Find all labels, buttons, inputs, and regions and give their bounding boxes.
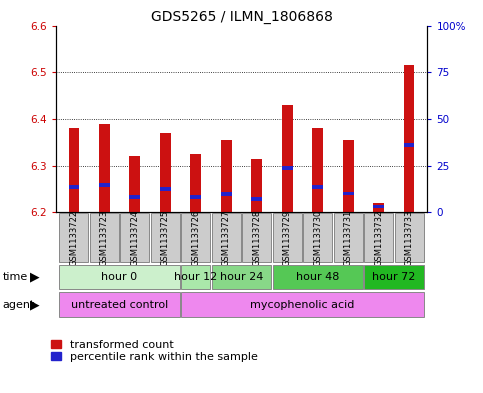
FancyBboxPatch shape xyxy=(59,292,180,317)
Text: GSM1133728: GSM1133728 xyxy=(252,209,261,266)
Text: hour 48: hour 48 xyxy=(296,272,340,282)
Text: GDS5265 / ILMN_1806868: GDS5265 / ILMN_1806868 xyxy=(151,10,332,24)
Bar xyxy=(129,195,140,199)
Bar xyxy=(129,156,140,212)
Text: GSM1133730: GSM1133730 xyxy=(313,209,322,266)
Text: mycophenolic acid: mycophenolic acid xyxy=(250,299,355,310)
FancyBboxPatch shape xyxy=(334,213,363,262)
Bar xyxy=(313,128,323,212)
Bar xyxy=(190,195,201,199)
Bar xyxy=(160,187,170,191)
Bar xyxy=(404,65,414,212)
FancyBboxPatch shape xyxy=(272,213,302,262)
Text: agent: agent xyxy=(2,299,35,310)
FancyBboxPatch shape xyxy=(120,213,149,262)
Bar xyxy=(313,185,323,189)
Text: GSM1133725: GSM1133725 xyxy=(161,210,170,266)
FancyBboxPatch shape xyxy=(303,213,332,262)
Text: GSM1133726: GSM1133726 xyxy=(191,209,200,266)
FancyBboxPatch shape xyxy=(181,265,211,289)
Bar xyxy=(282,105,293,212)
Bar xyxy=(221,140,231,212)
FancyBboxPatch shape xyxy=(59,213,88,262)
FancyBboxPatch shape xyxy=(242,213,271,262)
Bar xyxy=(99,183,110,187)
Text: untreated control: untreated control xyxy=(71,299,168,310)
FancyBboxPatch shape xyxy=(59,265,180,289)
FancyBboxPatch shape xyxy=(364,213,393,262)
Text: time: time xyxy=(2,272,28,282)
Text: GSM1133722: GSM1133722 xyxy=(70,210,78,266)
Bar xyxy=(190,154,201,212)
Text: hour 24: hour 24 xyxy=(220,272,263,282)
Text: ▶: ▶ xyxy=(30,298,40,311)
Text: GSM1133729: GSM1133729 xyxy=(283,210,292,266)
Bar xyxy=(373,205,384,209)
FancyBboxPatch shape xyxy=(212,213,241,262)
FancyBboxPatch shape xyxy=(212,265,271,289)
Text: GSM1133723: GSM1133723 xyxy=(100,209,109,266)
FancyBboxPatch shape xyxy=(364,265,424,289)
Bar xyxy=(404,143,414,147)
FancyBboxPatch shape xyxy=(90,213,119,262)
Bar xyxy=(282,167,293,170)
Bar xyxy=(252,158,262,212)
Text: ▶: ▶ xyxy=(30,270,40,284)
Text: hour 0: hour 0 xyxy=(101,272,138,282)
Bar xyxy=(160,133,170,212)
Legend: transformed count, percentile rank within the sample: transformed count, percentile rank withi… xyxy=(52,340,258,362)
Bar xyxy=(69,185,79,189)
Bar xyxy=(343,192,354,195)
Bar xyxy=(99,123,110,212)
Bar xyxy=(69,128,79,212)
FancyBboxPatch shape xyxy=(151,213,180,262)
Text: GSM1133724: GSM1133724 xyxy=(130,210,139,266)
Text: GSM1133732: GSM1133732 xyxy=(374,209,383,266)
Bar xyxy=(373,203,384,212)
Text: GSM1133731: GSM1133731 xyxy=(344,209,353,266)
FancyBboxPatch shape xyxy=(181,292,424,317)
Bar xyxy=(252,197,262,201)
Bar xyxy=(343,140,354,212)
Text: GSM1133733: GSM1133733 xyxy=(405,209,413,266)
FancyBboxPatch shape xyxy=(181,213,211,262)
Text: hour 72: hour 72 xyxy=(372,272,415,282)
Text: GSM1133727: GSM1133727 xyxy=(222,209,231,266)
FancyBboxPatch shape xyxy=(395,213,424,262)
Text: hour 12: hour 12 xyxy=(174,272,217,282)
FancyBboxPatch shape xyxy=(272,265,363,289)
Bar xyxy=(221,192,231,196)
